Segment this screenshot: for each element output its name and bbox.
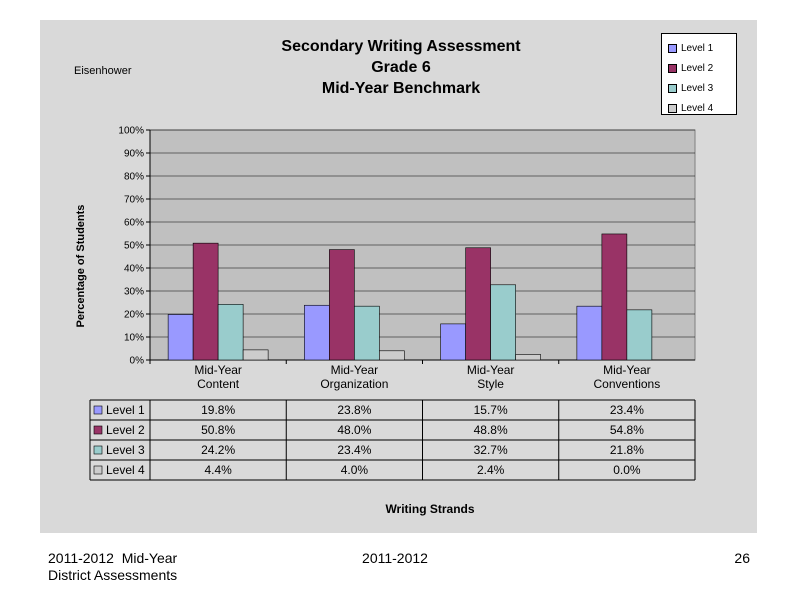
table-series-label: Level 2 <box>106 423 145 437</box>
bar-level-1 <box>167 314 194 361</box>
legend-label: Level 3 <box>681 82 714 94</box>
table-cell: 0.0% <box>613 463 641 477</box>
category-label: Mid-Year <box>467 363 515 377</box>
category-label: Mid-Year <box>331 363 379 377</box>
category-label: Style <box>477 377 504 391</box>
legend-label: Level 2 <box>681 62 714 74</box>
y-tick-label: 80% <box>124 172 144 183</box>
legend-label: Level 1 <box>681 42 714 54</box>
y-tick-label: 50% <box>124 241 144 252</box>
table-cell: 4.0% <box>341 463 369 477</box>
table-cell: 2.4% <box>477 463 505 477</box>
y-tick-label: 60% <box>124 218 144 229</box>
y-tick-label: 100% <box>118 126 144 137</box>
y-tick-label: 90% <box>124 149 144 160</box>
table-cell: 23.4% <box>337 443 371 457</box>
legend-swatch-level-2 <box>668 63 677 73</box>
table-cell: 50.8% <box>201 423 235 437</box>
table-cell: 4.4% <box>204 463 232 477</box>
bar-level-4 <box>515 354 541 361</box>
table-legend-key <box>93 425 103 435</box>
table-series-label: Level 3 <box>106 443 145 457</box>
legend-swatch-level-4 <box>668 103 677 113</box>
table-cell: 48.8% <box>474 423 508 437</box>
title-line-1: Secondary Writing Assessment <box>281 38 521 55</box>
table-series-label: Level 4 <box>106 463 145 477</box>
page-number: 26 <box>734 550 750 566</box>
table-cell: 15.7% <box>474 403 508 417</box>
table-legend-key <box>93 445 103 455</box>
table-series-label: Level 1 <box>106 403 145 417</box>
y-tick-label: 0% <box>130 356 145 367</box>
legend-item-level-3: Level 3 <box>668 78 736 98</box>
footer-center: 2011-2012 <box>362 550 428 566</box>
category-label: Mid-Year <box>194 363 242 377</box>
table-cell: 32.7% <box>474 443 508 457</box>
table-cell: 23.4% <box>610 403 644 417</box>
legend-swatch-level-3 <box>668 83 677 93</box>
bar-level-2 <box>601 233 628 361</box>
title-line-3: Mid-Year Benchmark <box>321 80 481 97</box>
table-cell: 21.8% <box>610 443 644 457</box>
bar-level-2 <box>329 249 355 361</box>
bar-level-4 <box>242 349 269 361</box>
bar-level-2 <box>192 242 219 361</box>
school-name: Eisenhower <box>74 65 132 77</box>
category-label: Organization <box>320 377 388 391</box>
category-label: Conventions <box>594 377 661 391</box>
bar-level-3 <box>490 284 516 361</box>
bar-level-1 <box>440 323 466 361</box>
y-tick-label: 20% <box>124 310 144 321</box>
legend-item-level-4: Level 4 <box>668 98 736 118</box>
x-axis-label: Writing Strands <box>385 502 475 516</box>
bar-level-2 <box>465 247 491 361</box>
legend-item-level-2: Level 2 <box>668 58 736 78</box>
category-label: Content <box>197 377 240 391</box>
table-legend-key <box>93 465 103 475</box>
bar-level-4 <box>379 350 405 361</box>
table-cell: 48.0% <box>337 423 371 437</box>
table-cell: 19.8% <box>201 403 235 417</box>
table-legend-key <box>93 405 103 415</box>
bar-level-1 <box>304 304 330 361</box>
bar-chart-plot: 0% 10% 20% 30% 40% 50% 60% 70% 80% 90% 100% Mid-Yea… <box>89 126 696 481</box>
y-tick-label: 10% <box>124 333 144 344</box>
footer-left-line-1: 2011-2012 Mid-Year <box>48 550 178 566</box>
bar-level-3 <box>354 305 380 361</box>
title-line-2: Grade 6 <box>371 59 431 76</box>
legend-item-level-1: Level 1 <box>668 38 736 58</box>
footer-left: 2011-2012 Mid-Year District Assessments <box>48 550 177 584</box>
y-tick-label: 70% <box>124 195 144 206</box>
bar-level-1 <box>576 305 603 361</box>
legend-label: Level 4 <box>681 102 714 114</box>
category-label: Mid-Year <box>603 363 651 377</box>
table-cell: 54.8% <box>610 423 644 437</box>
table-cell: 24.2% <box>201 443 235 457</box>
table-cell: 23.8% <box>337 403 371 417</box>
chart-legend: Level 1 Level 2 Level 3 Level 4 <box>661 33 737 115</box>
chart-title: Secondary Writing Assessment Grade 6 Mid… <box>243 36 559 99</box>
y-tick-label: 40% <box>124 264 144 275</box>
bar-level-3 <box>217 304 244 361</box>
y-tick-label: 30% <box>124 287 144 298</box>
legend-swatch-level-1 <box>668 43 677 53</box>
footer-left-line-2: District Assessments <box>48 567 178 583</box>
bar-level-3 <box>626 309 653 361</box>
